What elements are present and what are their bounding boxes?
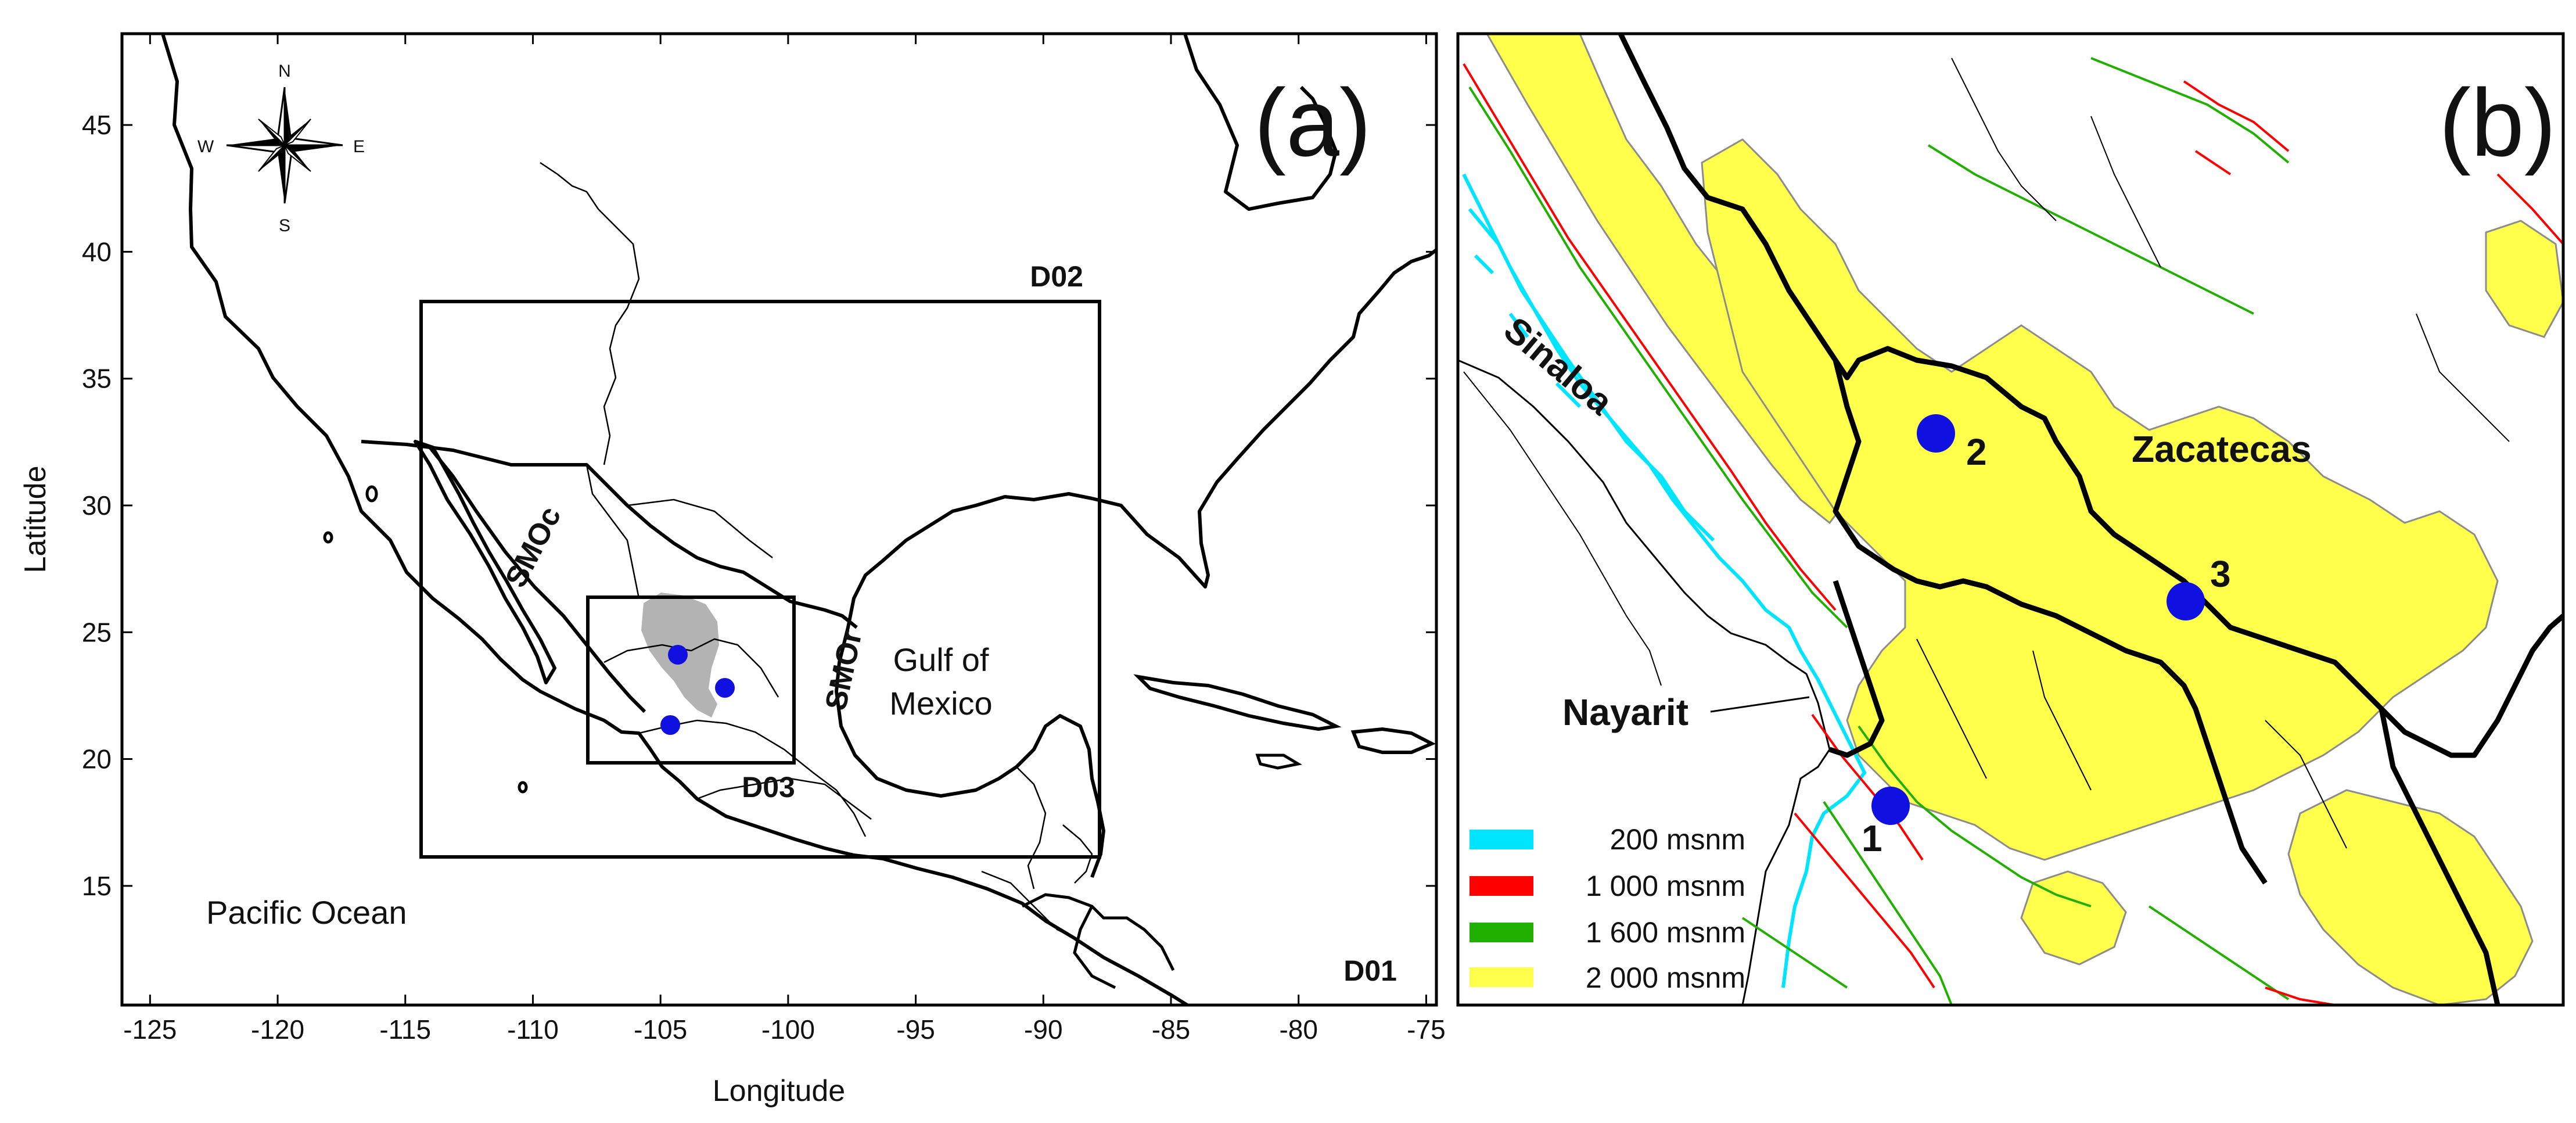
elevation-legend: 200 msnm 1 000 msnm 1 600 msnm 2 000 msn… [1464, 816, 1745, 999]
station-2-label: 2 [1966, 431, 1987, 473]
x-axis-ticks: -125 -120 -115 -110 -105 -100 -95 -90 -85 -80 -75 [123, 34, 1446, 1045]
station-marker [1917, 414, 1955, 453]
contour-200m [1462, 173, 1867, 988]
station-3-label: 3 [2210, 553, 2231, 595]
y-axis-ticks: 15 20 25 30 35 40 45 [82, 110, 1436, 901]
x-tick-label: -125 [123, 1014, 177, 1045]
x-tick-label: -115 [379, 1014, 431, 1045]
compass-north-label: N [278, 62, 291, 81]
y-tick-label: 35 [82, 364, 112, 394]
legend-label-1600m: 1 600 msnm [1586, 916, 1745, 949]
pacific-ocean-label: Pacific Ocean [206, 894, 407, 931]
x-tick-label: -75 [1407, 1014, 1445, 1045]
nayarit-leader-line [1710, 696, 1810, 713]
station-marker [668, 645, 688, 665]
compass-south-label: S [279, 216, 290, 235]
hispaniola-island [1350, 727, 1436, 754]
coastline-b [1458, 359, 1831, 1005]
domain-d01-label: D01 [1343, 955, 1397, 987]
municipal-boundaries [1463, 58, 2510, 849]
station-marker [660, 715, 680, 735]
contour-2000m-region [2287, 789, 2534, 1005]
pacific-island [323, 531, 333, 544]
gulf-of-mexico-label-line2: Mexico [889, 685, 992, 722]
central-america-borders [1021, 893, 1175, 989]
panel-b-frame [1456, 32, 2565, 1007]
legend-label-200m: 200 msnm [1610, 823, 1745, 856]
pacific-island [518, 781, 528, 794]
panel-a-frame [120, 32, 1438, 1007]
y-tick-label: 40 [82, 236, 112, 267]
contour-2000m-region [2485, 220, 2563, 338]
y-tick-label: 20 [82, 744, 112, 774]
pacific-island [365, 485, 378, 503]
compass-rose: N S E W [197, 62, 365, 235]
contour-2000m-region [2020, 870, 2127, 966]
station-marker [2167, 582, 2205, 620]
gulf-of-mexico-label-line1: Gulf of [893, 641, 989, 678]
nayarit-label: Nayarit [1562, 691, 1688, 733]
domain-d02-label: D02 [1030, 260, 1083, 293]
gulf-of-california-mainland [428, 446, 646, 713]
y-tick-label: 30 [82, 490, 112, 521]
x-tick-label: -95 [896, 1014, 935, 1045]
station-1-label: 1 [1862, 817, 1882, 859]
legend-swatch-2000m [1470, 967, 1533, 987]
x-tick-label: -80 [1279, 1014, 1317, 1045]
contour-2000m-region [1701, 138, 2499, 861]
station-marker [715, 678, 735, 698]
legend-swatch-1000m [1470, 876, 1533, 896]
domain-d02-box [419, 300, 1101, 859]
domain-d03-label: D03 [742, 771, 795, 803]
station-marker [1871, 787, 1910, 825]
baja-california-coast [414, 440, 556, 684]
compass-west-label: W [197, 137, 214, 156]
jamaica-island [1255, 754, 1302, 770]
legend-swatch-200m [1470, 830, 1533, 849]
legend-label-1000m: 1 000 msnm [1586, 870, 1745, 902]
compass-east-label: E [353, 137, 365, 156]
legend-label-2000m: 2 000 msnm [1586, 961, 1745, 994]
x-tick-label: -90 [1024, 1014, 1062, 1045]
northern-shoreline [1183, 34, 1338, 211]
x-tick-label: -120 [251, 1014, 304, 1045]
contour-1600m [1468, 57, 2290, 1005]
panel-b-label: (b) [2439, 69, 2556, 176]
x-tick-label: -110 [507, 1014, 559, 1045]
state-boundary-thick [1618, 34, 2563, 1005]
state-boundaries [540, 162, 1093, 942]
y-tick-label: 25 [82, 617, 112, 647]
gulf-of-mexico-coastline [835, 492, 1105, 878]
panel-a-label: (a) [1254, 69, 1371, 176]
legend-swatch-1600m [1470, 923, 1533, 942]
y-tick-label: 15 [82, 871, 112, 901]
atlantic-coastline [1091, 248, 1436, 589]
zacatecas-label: Zacatecas [2132, 428, 2312, 470]
x-tick-label: -100 [761, 1014, 815, 1045]
x-tick-label: -105 [634, 1014, 687, 1045]
contour-1000m [1463, 63, 2563, 1005]
panel-b-map: 200 msnm 1 000 msnm 1 600 msnm 2 000 msn… [1456, 32, 2565, 1007]
y-axis-title: Latitude [19, 465, 52, 573]
x-axis-title: Longitude [713, 1074, 845, 1108]
cuba-island [1133, 674, 1342, 731]
panel-a-map: N S E W (a) D02 D03 D01 SMOc SMOr Gulf o… [19, 32, 1446, 1108]
x-tick-label: -85 [1152, 1014, 1190, 1045]
domain-d03-box [586, 595, 796, 765]
y-tick-label: 45 [82, 110, 112, 140]
